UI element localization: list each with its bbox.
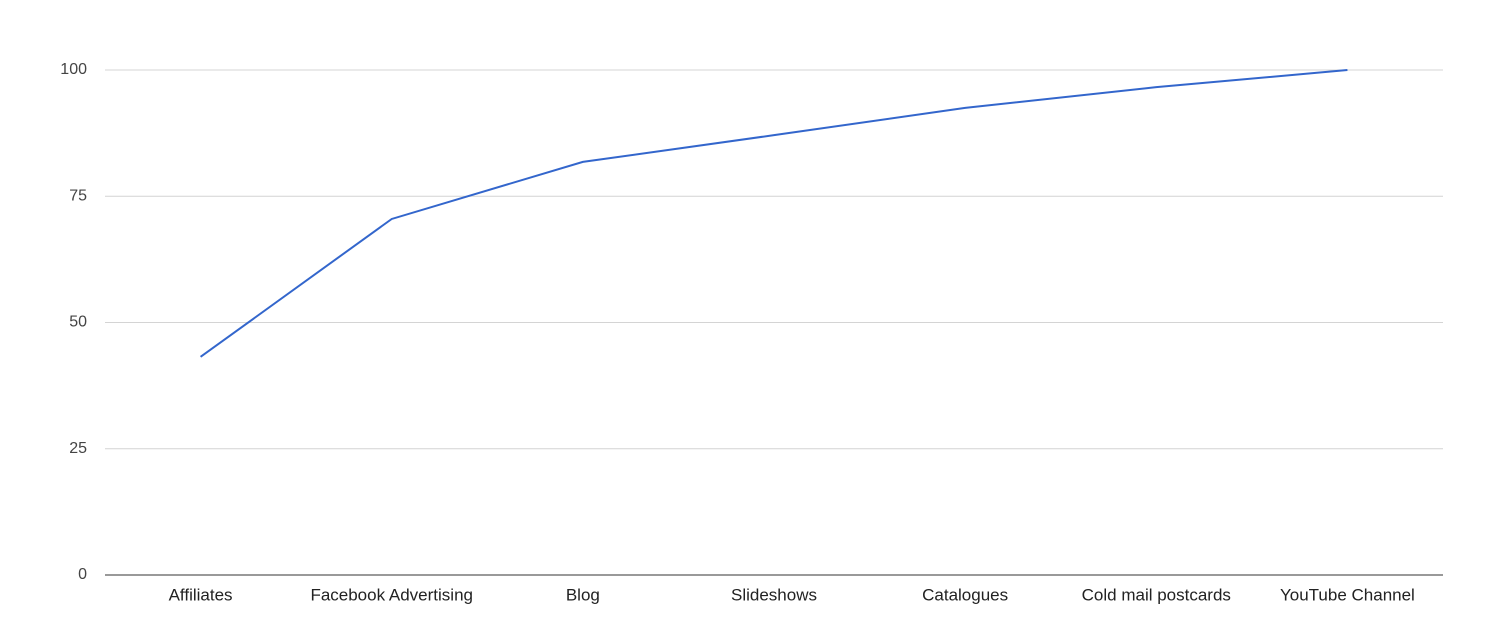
x-tick-label: Catalogues [922,585,1008,604]
y-tick-label: 75 [69,187,87,204]
y-tick-label: 100 [60,61,87,78]
x-tick-label: Blog [566,585,600,604]
y-tick-label: 25 [69,440,87,457]
y-tick-label: 0 [78,566,87,583]
x-tick-label: Facebook Advertising [310,585,473,604]
x-tick-label: YouTube Channel [1280,585,1415,604]
x-tick-label: Slideshows [731,585,817,604]
x-tick-label: Cold mail postcards [1082,585,1231,604]
y-tick-label: 50 [69,314,87,331]
x-tick-label: Affiliates [169,585,233,604]
data-line [199,69,1348,358]
